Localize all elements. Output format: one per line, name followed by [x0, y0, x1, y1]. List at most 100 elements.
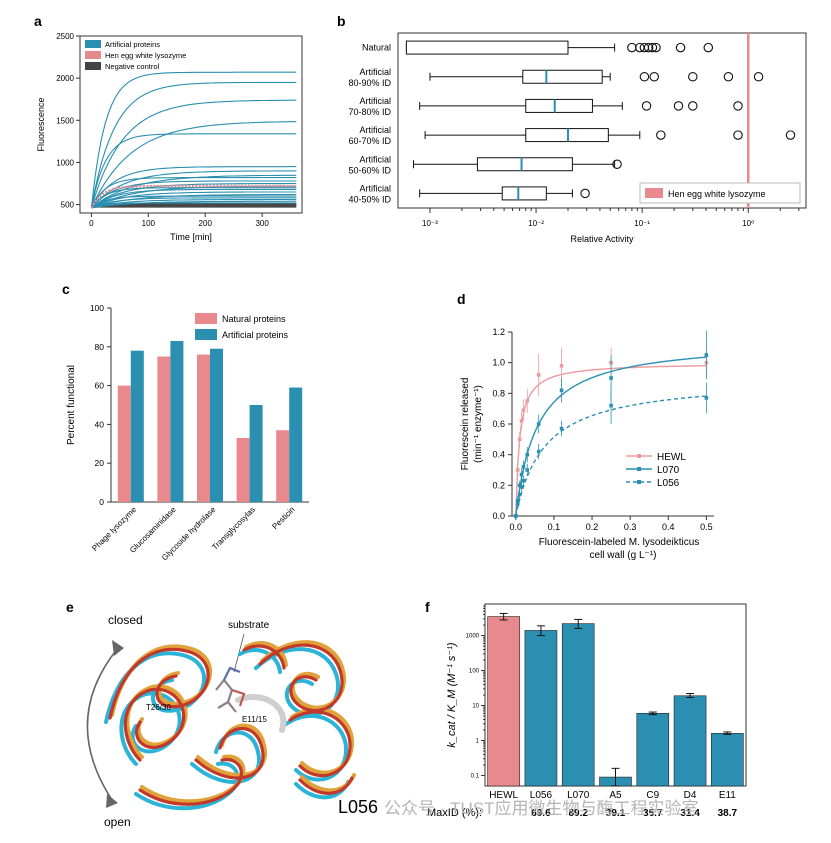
category-label-c: Pesticin	[270, 505, 296, 531]
substrate-molecule	[215, 666, 246, 713]
outlier-point	[639, 72, 650, 82]
y-tick-label-d: 1.0	[492, 358, 505, 368]
y-tick-label-f: 100	[469, 669, 480, 675]
y-tick-label-f: 1	[476, 739, 480, 745]
category-label-f: C9	[646, 790, 659, 801]
y-axis-label-c: Percent functional	[66, 365, 77, 445]
arrow-up-icon	[112, 640, 124, 656]
data-point-d	[536, 422, 541, 426]
bar-c	[170, 340, 184, 502]
group-label: Artificial	[359, 96, 391, 106]
y-tick-label-c: 40	[95, 419, 105, 429]
box	[522, 69, 603, 84]
artificial-protein-curve	[90, 71, 297, 208]
data-point-d	[519, 485, 524, 489]
x-tick-label-a: 100	[142, 219, 156, 228]
x-tick-label-d: 0.1	[548, 522, 561, 532]
artificial-protein-curve	[91, 202, 297, 209]
ribbon-segment	[238, 648, 282, 674]
y-axis-label2-d: (min⁻¹ enzyme⁻¹)	[473, 385, 484, 463]
y-tick-label-c: 0	[99, 497, 104, 507]
x-tick-label-a: 0	[89, 219, 94, 228]
outlier-point	[643, 42, 654, 53]
legend-label-c: Artificial proteins	[222, 330, 289, 340]
y-tick-label-a: 2000	[56, 74, 74, 83]
artificial-protein-curve	[90, 99, 297, 209]
data-point-d	[525, 452, 530, 457]
panel-b-label: b	[337, 13, 346, 29]
outlier-point	[627, 42, 637, 53]
data-point-d	[704, 353, 709, 357]
group-sublabel: 40-50% ID	[348, 194, 391, 204]
outlier-point	[733, 101, 743, 111]
legend-label-d: HEWL	[657, 452, 686, 463]
outlier-point	[651, 42, 661, 53]
maxid-value: 35.7	[643, 808, 663, 819]
outlier-point	[753, 72, 764, 82]
category-label-f: D4	[684, 790, 697, 801]
plot-frame-b	[397, 32, 807, 209]
artificial-protein-curve	[90, 177, 297, 209]
y-tick-label-c: 60	[95, 381, 105, 391]
legend-marker-d	[637, 467, 641, 471]
y-tick-label-f: 0.1	[471, 773, 480, 779]
e11-label: E11/15	[242, 715, 267, 724]
x-tick-label-a: 200	[199, 219, 213, 228]
legend-swatch-b	[645, 188, 663, 198]
maxid-value: 38.7	[718, 808, 738, 819]
legend-swatch-a	[85, 62, 101, 70]
fit-curve	[515, 395, 707, 517]
t26-label: T26/30	[146, 703, 171, 712]
legend-marker-d	[637, 480, 641, 484]
plot-frame-f	[484, 603, 747, 787]
ribbon-segment	[244, 641, 288, 667]
category-label-c: Transglycosylas	[210, 505, 257, 552]
artificial-protein-curve	[90, 121, 297, 209]
y-axis-label-a: Fluorescence	[36, 97, 46, 151]
maxid-label: MaxID (%):	[427, 807, 482, 819]
y-tick-label-a: 1000	[56, 158, 74, 167]
data-point-d	[517, 492, 522, 497]
bar-f	[487, 616, 520, 787]
x-axis-label-a: Time [min]	[170, 232, 212, 242]
box	[501, 186, 547, 201]
y-tick-label-a: 2500	[56, 32, 74, 41]
y-tick-label-f: 1000	[466, 634, 480, 640]
open-label: open	[104, 815, 131, 829]
maxid-value: 89.2	[568, 808, 588, 819]
data-point-d	[559, 363, 564, 368]
legend-label-d: L070	[657, 465, 680, 476]
panel-e-structure: closed open substrate T26/30 E11/15 L056	[86, 613, 378, 829]
ribbon-segment	[194, 726, 265, 780]
artificial-protein-curve	[91, 188, 297, 209]
data-point-d	[704, 396, 709, 400]
y-tick-label-d: 0.6	[492, 419, 505, 429]
x-axis-label-d: Fluorescein-labeled M. lysodeikticus	[539, 537, 700, 548]
category-label-f: HEWL	[489, 790, 518, 801]
maxid-value: 39.1	[606, 808, 626, 819]
data-point-d	[559, 388, 564, 393]
outlier-point	[785, 130, 796, 140]
panel-a-chart: 500 1000 1500 2000 2500 0 100 200 300 Time [min] F…	[36, 32, 303, 242]
category-label-f: L070	[567, 790, 590, 801]
legend-label-a: Negative control	[105, 62, 160, 71]
data-point-d	[515, 468, 520, 472]
outlier-point	[688, 72, 698, 82]
y-tick-label-a: 500	[61, 201, 75, 210]
legend-swatch-c	[195, 329, 217, 340]
legend-swatch-a	[85, 51, 101, 59]
panel-d-label: d	[457, 291, 466, 307]
artificial-protein-curve	[91, 195, 297, 209]
l056-caption: L056	[338, 797, 378, 817]
legend-swatch-a	[85, 40, 101, 48]
y-tick-label-a: 1500	[56, 116, 74, 125]
x-tick-label-b: 10⁻¹	[634, 219, 650, 228]
artificial-protein-curve	[91, 200, 297, 209]
protein-ribbons	[104, 640, 356, 811]
ribbon-segment	[235, 693, 287, 733]
panel-d-chart: 0.00.20.40.60.81.01.20.0 0.1 0.2 0.3 0.4 0.5F…	[460, 327, 714, 561]
data-point-d	[525, 468, 530, 472]
